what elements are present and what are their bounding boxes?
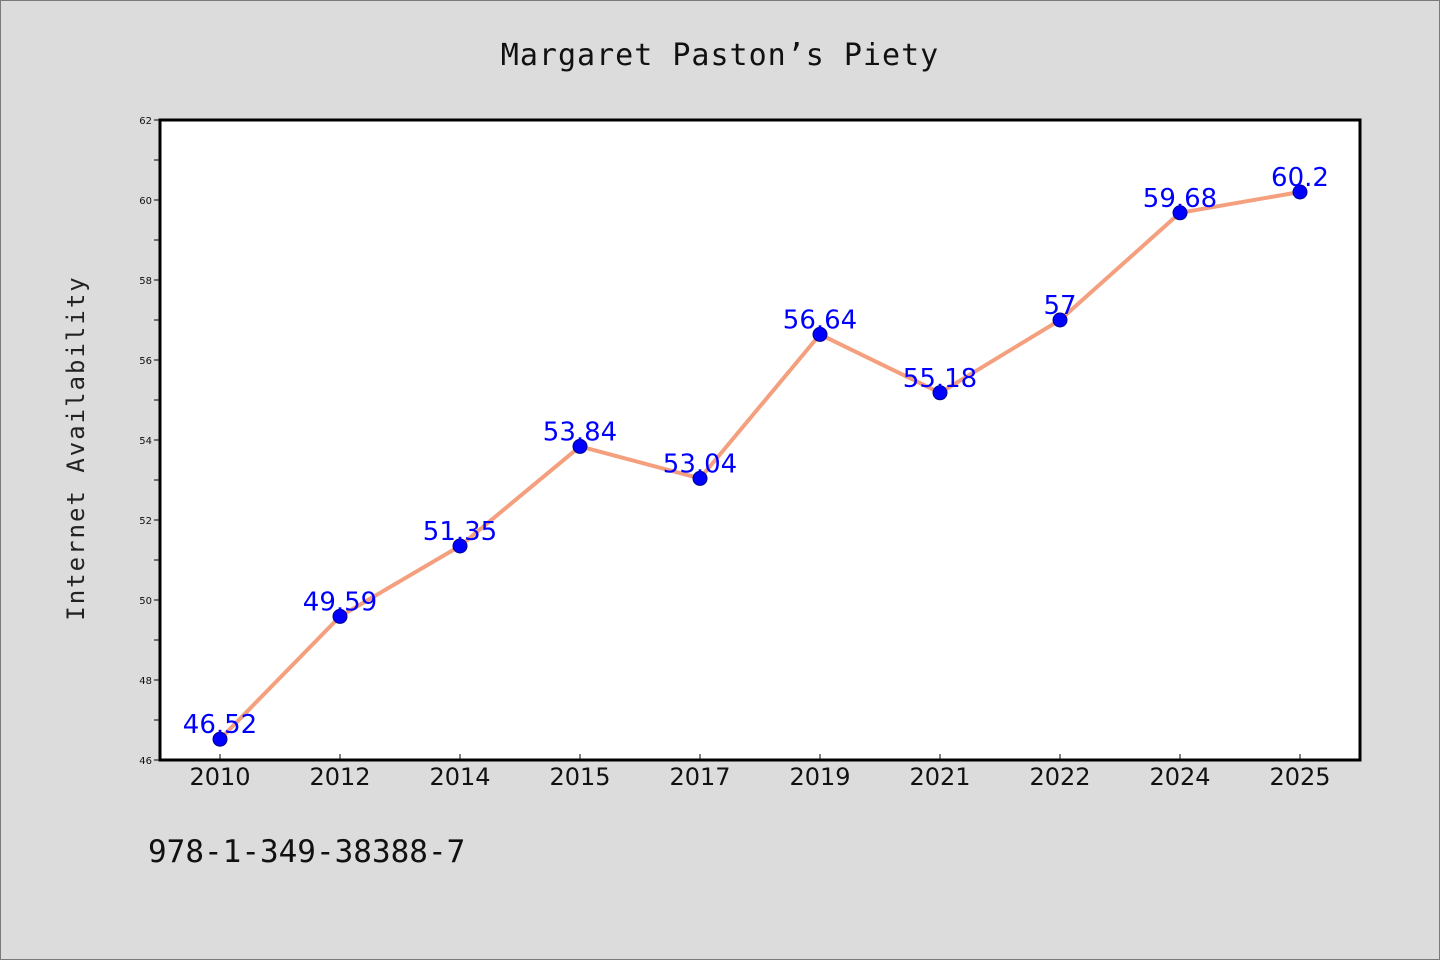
data-point: [932, 385, 948, 401]
y-tick-label: 48: [139, 676, 152, 687]
x-tick-label: 2014: [429, 763, 490, 791]
series-layer: 46.52 49.59 51.35 53.84 53.04 56.64 55.18 57 59.…: [183, 163, 1329, 747]
x-tick-label: 2017: [669, 763, 730, 791]
data-point: [452, 538, 468, 554]
isbn-footnote: 978-1-349-38388-7: [148, 834, 466, 870]
x-tick-label: 2012: [309, 763, 370, 791]
x-tick-label: 2022: [1029, 763, 1090, 791]
data-label: 53.04: [663, 449, 737, 479]
data-point: [1052, 312, 1068, 328]
y-axis: 46 48 50 52 54 56 58 60 62: [139, 116, 160, 767]
x-axis: 2010 2012 2014 2015 2017 2019 2021 2022 2024 2025: [189, 754, 1331, 791]
data-label: 55.18: [903, 364, 977, 394]
data-label: 59.68: [1143, 184, 1217, 214]
x-tick-label: 2010: [189, 763, 250, 791]
data-label: 46.52: [183, 710, 257, 740]
chart-title: Margaret Paston’s Piety: [500, 38, 940, 73]
y-tick-label: 54: [139, 436, 152, 447]
data-label: 53.84: [543, 417, 617, 447]
data-label: 57: [1043, 291, 1076, 321]
data-point: [1172, 205, 1188, 221]
data-label: 60.2: [1271, 163, 1329, 193]
data-point: [212, 731, 228, 747]
x-tick-label: 2024: [1149, 763, 1210, 791]
y-tick-label: 52: [139, 516, 152, 527]
y-tick-label: 60: [139, 196, 152, 207]
x-tick-label: 2021: [909, 763, 970, 791]
y-tick-label: 56: [139, 356, 152, 367]
data-label: 51.35: [423, 517, 497, 547]
data-point: [332, 608, 348, 624]
y-tick-label: 62: [139, 116, 152, 127]
data-label: 56.64: [783, 305, 857, 335]
y-tick-label: 46: [139, 756, 152, 767]
x-tick-label: 2025: [1269, 763, 1330, 791]
plot-area: [158, 118, 1362, 762]
data-point: [1292, 184, 1308, 200]
y-tick-label: 50: [139, 596, 152, 607]
y-tick-label: 58: [139, 276, 152, 287]
data-point: [692, 470, 708, 486]
data-point: [572, 438, 588, 454]
x-tick-label: 2019: [789, 763, 850, 791]
series-line: [218, 190, 1302, 742]
x-tick-label: 2015: [549, 763, 610, 791]
data-label: 49.59: [303, 587, 377, 617]
data-point: [812, 326, 828, 342]
